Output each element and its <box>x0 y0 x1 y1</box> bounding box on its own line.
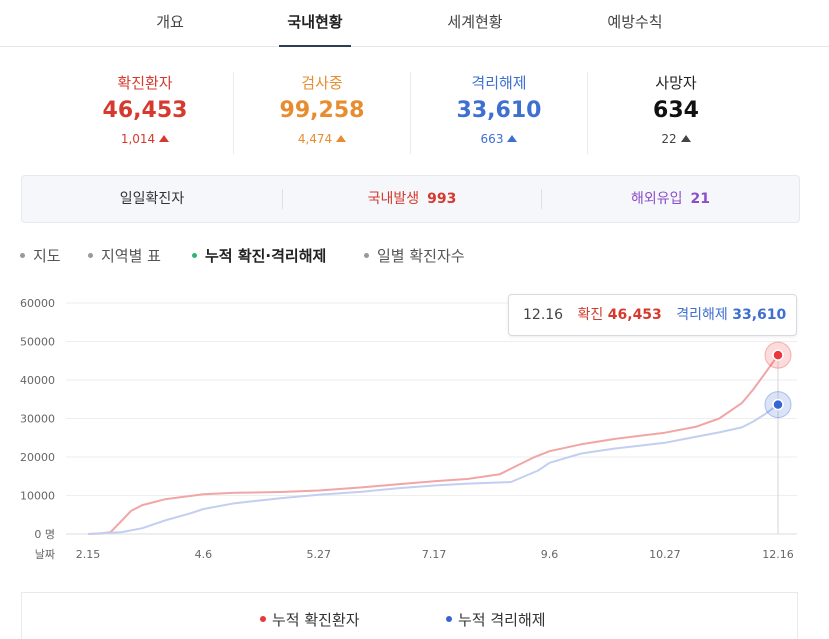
x-tick-label: 4.6 <box>195 548 213 561</box>
tooltip-released-label: 격리해제 <box>676 307 728 323</box>
stat-divider <box>410 72 411 154</box>
y-axis: 0 명 10000 20000 30000 40000 50000 60000 <box>20 297 55 541</box>
stat-deaths: 사망자 634 22 <box>588 72 764 158</box>
stat-released-delta: 663 <box>411 128 587 150</box>
stat-testing-value: 99,258 <box>279 98 365 123</box>
up-triangle-icon <box>507 135 518 142</box>
x-tick-label: 10.27 <box>649 548 681 561</box>
stat-testing-delta: 4,474 <box>234 128 410 150</box>
stat-released-delta-value: 663 <box>480 132 504 146</box>
daily-overseas: 해외유입 21 <box>542 176 799 222</box>
legend-confirmed-label: 누적 확진환자 <box>272 611 360 629</box>
bullet-icon <box>20 253 25 258</box>
y-tick-label: 0 명 <box>34 528 55 541</box>
subtab-map-label: 지도 <box>33 247 61 265</box>
daily-domestic-label: 국내발생 <box>367 191 420 207</box>
stat-deaths-delta-value: 22 <box>661 132 677 146</box>
summary-stats: 확진환자 46,453 1,014 검사중 99,258 4,474 격리해제 … <box>0 72 829 158</box>
data-point-confirmed[interactable] <box>772 349 784 361</box>
up-triangle-icon <box>159 135 170 142</box>
subtab-region-table-label: 지역별 표 <box>101 247 161 265</box>
bullet-icon <box>192 253 197 258</box>
stat-divider <box>233 72 234 154</box>
chart-grid <box>66 302 797 535</box>
chart-legend: 누적 확진환자 누적 격리해제 <box>21 592 798 639</box>
x-tick-label: 5.27 <box>307 548 332 561</box>
subtab-cumulative-label: 누적 확진·격리해제 <box>205 247 327 265</box>
daily-overseas-value: 21 <box>690 191 710 207</box>
tab-overview[interactable]: 개요 <box>156 13 184 31</box>
stat-testing: 검사중 99,258 4,474 <box>234 72 410 158</box>
x-axis: 날짜 2.15 4.6 5.27 7.17 9.6 10.27 12.16 <box>35 548 794 561</box>
stat-deaths-delta: 22 <box>588 128 764 150</box>
daily-confirmed-panel: 일일확진자 국내발생 993 해외유입 21 <box>21 175 800 223</box>
daily-divider <box>282 189 283 209</box>
series-line-released <box>87 403 779 535</box>
x-tick-label: 12.16 <box>762 548 794 561</box>
stat-testing-label: 검사중 <box>301 74 343 92</box>
daily-overseas-label: 해외유입 <box>630 191 683 207</box>
daily-confirmed-label: 일일확진자 <box>119 191 185 207</box>
tooltip-date: 12.16 <box>523 307 564 323</box>
data-point-released[interactable] <box>772 398 784 411</box>
tab-world[interactable]: 세계현황 <box>447 13 503 31</box>
daily-domestic: 국내발생 993 <box>283 176 541 222</box>
x-tick-label: 7.17 <box>422 548 447 561</box>
y-tick-label: 60000 <box>20 297 55 310</box>
daily-domestic-value: 993 <box>427 191 457 207</box>
chart-markers[interactable] <box>764 341 792 419</box>
y-tick-label: 20000 <box>20 451 55 464</box>
cumulative-line-chart: 0 명 10000 20000 30000 40000 50000 60000 날짜 2.15… <box>20 297 797 561</box>
bullet-icon <box>88 253 93 258</box>
stat-released: 격리해제 33,610 663 <box>411 72 587 158</box>
y-tick-label: 10000 <box>20 490 55 503</box>
daily-divider <box>541 189 542 209</box>
y-tick-label: 40000 <box>20 374 55 387</box>
stat-divider <box>587 72 588 154</box>
x-axis-title: 날짜 <box>35 548 55 561</box>
legend-released-label: 누적 격리해제 <box>458 611 546 629</box>
stat-deaths-value: 634 <box>653 98 699 123</box>
tooltip-released-value: 33,610 <box>732 307 787 323</box>
x-tick-label: 9.6 <box>541 548 559 561</box>
up-triangle-icon <box>680 135 691 142</box>
subtab-daily-count-label: 일별 확진자수 <box>377 247 465 265</box>
legend-dot-icon <box>260 616 266 622</box>
chart-tooltip: 12.16 확진 46,453 격리해제 33,610 <box>508 294 797 336</box>
x-tick-label: 2.15 <box>76 548 101 561</box>
subtab-daily-count[interactable]: 일별 확진자수 <box>364 244 465 268</box>
stat-confirmed-delta-value: 1,014 <box>120 132 156 146</box>
tab-domestic[interactable]: 국내현황 <box>279 0 351 47</box>
top-tabs: 개요 국내현황 세계현황 예방수칙 <box>0 0 829 47</box>
tab-prevention[interactable]: 예방수칙 <box>607 13 663 31</box>
subtab-cumulative[interactable]: 누적 확진·격리해제 <box>192 244 326 268</box>
up-triangle-icon <box>336 135 347 142</box>
bullet-icon <box>364 253 369 258</box>
legend-confirmed[interactable]: 누적 확진환자 <box>260 609 360 630</box>
legend-released[interactable]: 누적 격리해제 <box>446 609 546 630</box>
stat-released-label: 격리해제 <box>471 74 527 92</box>
stat-deaths-label: 사망자 <box>655 74 697 92</box>
stat-confirmed: 확진환자 46,453 1,014 <box>57 72 233 158</box>
tooltip-confirmed-label: 확진 <box>577 307 604 323</box>
series-line-confirmed <box>87 354 779 535</box>
stat-confirmed-value: 46,453 <box>102 98 188 123</box>
stat-testing-delta-value: 4,474 <box>297 132 333 146</box>
y-tick-label: 50000 <box>20 336 55 349</box>
stat-confirmed-delta: 1,014 <box>57 128 233 150</box>
tooltip-confirmed-value: 46,453 <box>607 307 662 323</box>
legend-dot-icon <box>446 616 452 622</box>
y-tick-label: 30000 <box>20 413 55 426</box>
stat-confirmed-label: 확진환자 <box>117 74 173 92</box>
chart-series <box>87 354 779 535</box>
subtab-region-table[interactable]: 지역별 표 <box>88 244 161 268</box>
stat-released-value: 33,610 <box>456 98 542 123</box>
subtab-map[interactable]: 지도 <box>20 244 61 268</box>
